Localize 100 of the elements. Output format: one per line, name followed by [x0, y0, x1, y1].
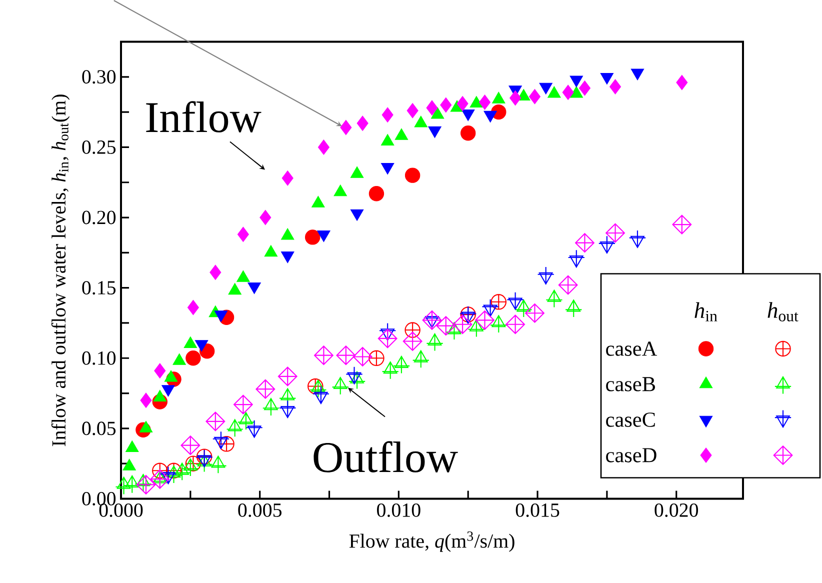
- text: h$_{out}$: [768, 302, 798, 322]
- point: [404, 168, 420, 184]
- point: [575, 233, 594, 253]
- y-tick-label: 0.05: [82, 422, 116, 436]
- y-tick-label: 0.00: [82, 492, 116, 506]
- point: [185, 456, 202, 472]
- point: [510, 90, 522, 106]
- point: [182, 458, 200, 477]
- point: [402, 332, 422, 352]
- point: [506, 314, 526, 334]
- x-tick-label: 0.020: [654, 504, 698, 518]
- point: [212, 431, 230, 450]
- point: [565, 300, 582, 318]
- point: [187, 300, 199, 316]
- point: [404, 322, 420, 338]
- point: [562, 84, 574, 100]
- point: [314, 346, 334, 366]
- point: [262, 398, 280, 416]
- point: [256, 379, 276, 399]
- point: [237, 226, 249, 242]
- legend-label: caseA: [606, 342, 658, 356]
- point: [260, 210, 272, 226]
- point: [610, 79, 622, 94]
- point: [237, 412, 255, 430]
- point: [537, 266, 554, 285]
- point: [180, 436, 200, 456]
- point: [676, 75, 688, 90]
- point: [382, 362, 399, 380]
- point: [506, 292, 524, 310]
- point: [598, 236, 616, 254]
- point: [378, 328, 398, 348]
- point: [310, 380, 327, 398]
- annotation: Inflow: [146, 101, 262, 133]
- annotation: h$_{in}$: [694, 302, 718, 322]
- point: [490, 294, 507, 310]
- point: [356, 116, 368, 132]
- x-axis-title: Flow rate, q(m$^{3}$/s/m): [349, 532, 514, 552]
- point: [452, 314, 472, 334]
- point: [246, 420, 263, 438]
- y-axis-title: Inflow and outflow water levels, h$_{in}$, h$_{out}$(m): [51, 94, 70, 446]
- point: [308, 378, 324, 394]
- point: [348, 371, 366, 390]
- point: [672, 214, 692, 234]
- legend-label: caseB: [606, 377, 655, 392]
- legend-label: caseD: [606, 448, 656, 462]
- point: [154, 363, 166, 379]
- point: [628, 230, 646, 248]
- point: [528, 89, 541, 104]
- point: [312, 386, 330, 404]
- point: [406, 103, 418, 118]
- y-tick-label: 0.10: [82, 351, 116, 366]
- point: [115, 476, 132, 495]
- point: [165, 466, 182, 484]
- point: [368, 350, 384, 366]
- point: [196, 454, 213, 472]
- point: [346, 366, 363, 384]
- point: [318, 140, 330, 155]
- point: [558, 275, 578, 295]
- point: [160, 466, 177, 484]
- point: [233, 394, 253, 414]
- point: [352, 347, 372, 367]
- point: [468, 319, 486, 338]
- point: [305, 230, 320, 245]
- y-tick-label: 0.15: [82, 281, 116, 295]
- y-tick-label: 0.25: [82, 140, 116, 154]
- point: [378, 322, 396, 341]
- x-tick-label: 0.000: [99, 504, 143, 518]
- point: [525, 304, 544, 323]
- point: [332, 377, 349, 396]
- point: [152, 462, 168, 479]
- point: [210, 264, 222, 280]
- point: [456, 96, 468, 112]
- point: [282, 170, 294, 186]
- point: [490, 315, 508, 334]
- point: [134, 474, 152, 492]
- point: [140, 392, 152, 408]
- point: [218, 436, 234, 452]
- point: [166, 462, 182, 479]
- point: [578, 80, 590, 96]
- legend-label: caseC: [606, 412, 655, 428]
- point: [210, 456, 227, 474]
- point: [279, 400, 296, 418]
- point: [475, 310, 494, 330]
- point: [336, 346, 356, 366]
- point: [173, 462, 191, 481]
- x-tick-label: 0.015: [516, 504, 560, 518]
- point: [124, 476, 141, 494]
- point: [546, 290, 563, 308]
- point: [426, 100, 438, 116]
- point: [368, 186, 384, 202]
- point: [436, 316, 456, 336]
- point: [426, 334, 444, 352]
- x-tick-label: 0.010: [377, 504, 420, 518]
- point: [446, 322, 463, 340]
- point: [515, 300, 532, 318]
- point: [412, 350, 430, 368]
- point: [136, 475, 156, 495]
- point: [186, 350, 201, 366]
- point: [340, 120, 352, 136]
- point: [206, 412, 226, 432]
